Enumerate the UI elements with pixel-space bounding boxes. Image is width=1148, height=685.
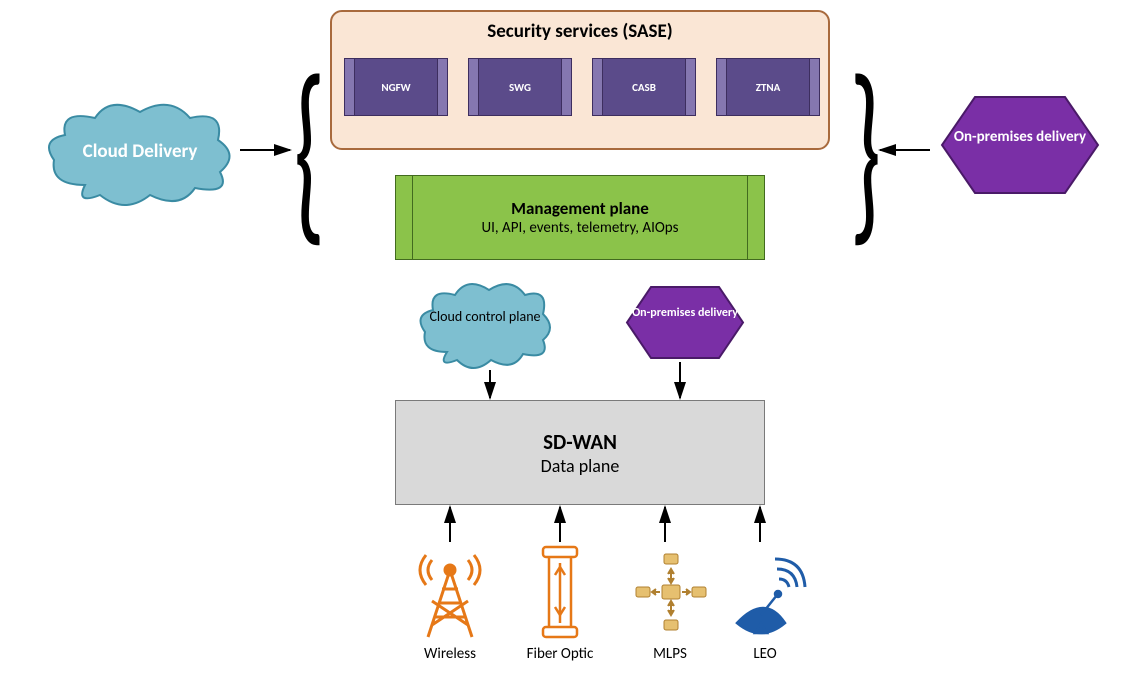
mlps-icon bbox=[630, 550, 710, 635]
mlps-label: MLPS bbox=[630, 645, 710, 663]
wireless-icon bbox=[410, 545, 490, 640]
fiber-icon bbox=[525, 545, 595, 640]
wireless-label: Wireless bbox=[410, 645, 490, 663]
fiber-label: Fiber Optic bbox=[515, 645, 605, 663]
leo-icon bbox=[725, 545, 810, 640]
leo-label: LEO bbox=[730, 645, 800, 663]
